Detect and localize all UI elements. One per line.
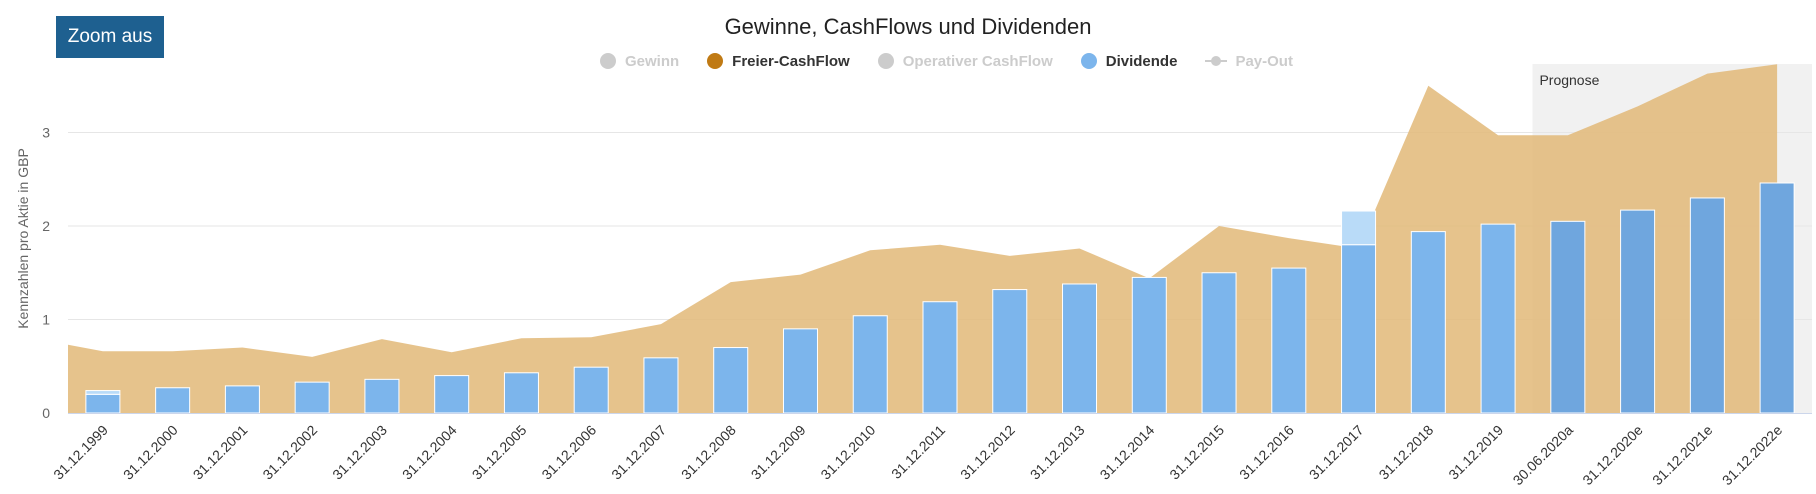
x-tick-label: 31.12.2022e (1719, 422, 1786, 489)
bar-dividende[interactable] (503, 372, 539, 414)
x-tick-label: 31.12.2009 (748, 422, 809, 483)
bar-dividende[interactable] (713, 347, 749, 414)
bar-dividende[interactable] (1271, 267, 1307, 414)
legend-label: Gewinn (625, 52, 680, 70)
y-tick-label: 2 (42, 218, 50, 234)
bar-dividende[interactable] (1410, 231, 1446, 414)
legend-item-dividende[interactable]: Dividende (1080, 52, 1178, 70)
bar-dividende[interactable] (1689, 197, 1725, 414)
y-axis-label: Kennzahlen pro Aktie in GBP (15, 148, 31, 329)
x-tick-label: 31.12.1999 (50, 422, 111, 483)
legend-label: Pay-Out (1235, 52, 1293, 70)
x-tick-label: 31.12.2019 (1445, 422, 1506, 483)
bar-dividende[interactable] (573, 366, 609, 414)
x-tick-label: 31.12.2018 (1376, 422, 1437, 483)
bar-dividende[interactable] (852, 315, 888, 414)
bar-dividende[interactable] (1062, 283, 1098, 414)
x-tick-label: 31.12.2001 (190, 422, 251, 483)
x-tick-label: 31.12.2013 (1027, 422, 1088, 483)
bar-dividende[interactable] (1759, 182, 1795, 414)
x-tick-label: 31.12.2004 (399, 422, 460, 483)
legend-label: Dividende (1105, 52, 1178, 70)
bar-dividende[interactable] (782, 328, 818, 414)
bar-dividende[interactable] (1131, 276, 1167, 414)
bar-dividende[interactable] (1550, 220, 1586, 414)
chart-title: Gewinne, CashFlows und Dividenden (724, 14, 1092, 39)
x-tick-label: 31.12.2002 (259, 422, 320, 483)
bar-dividende[interactable] (294, 381, 330, 414)
x-tick-label: 31.12.2010 (817, 422, 878, 483)
y-tick-label: 1 (42, 312, 50, 328)
legend-dot-marker-icon (1080, 53, 1097, 69)
x-tick-label: 31.12.2007 (608, 422, 669, 483)
x-tick-label: 31.12.2015 (1166, 422, 1227, 483)
legend-dot-marker-icon (707, 53, 724, 69)
x-tick-label: 31.12.2020e (1579, 422, 1646, 489)
bar-dividende[interactable] (155, 387, 191, 414)
bar-dividende[interactable] (922, 301, 958, 414)
bar-dividende[interactable] (434, 375, 470, 414)
bar-dividende-extra[interactable] (85, 390, 121, 395)
x-tick-label: 31.12.2000 (120, 422, 181, 483)
bar-dividende[interactable] (1201, 272, 1237, 414)
x-tick-label: 31.12.2021e (1649, 422, 1716, 489)
chart-legend: Gewinn Freier-CashFlow Operativer CashFlow… (600, 50, 1321, 72)
legend-dot-marker-icon (600, 53, 616, 69)
bar-dividende-extra[interactable] (1341, 210, 1377, 246)
bar-dividende[interactable] (992, 289, 1028, 414)
legend-line-marker-icon (1205, 53, 1228, 69)
y-tick-label: 0 (42, 405, 50, 421)
bar-dividende[interactable] (643, 357, 679, 414)
x-tick-label: 30.06.2020a (1510, 422, 1577, 489)
legend-item-pay-out[interactable]: Pay-Out (1205, 53, 1293, 70)
bar-dividende[interactable] (1620, 209, 1656, 414)
x-tick-label: 31.12.2014 (1097, 422, 1158, 483)
forecast-label: Prognose (1539, 72, 1599, 88)
x-tick-label: 31.12.2006 (538, 422, 599, 483)
bar-dividende[interactable] (224, 385, 260, 414)
bar-dividende[interactable] (85, 393, 121, 414)
bar-dividende[interactable] (1341, 244, 1377, 414)
zoom-out-button[interactable]: Zoom aus (56, 16, 164, 58)
legend-dot-marker-icon (877, 53, 894, 69)
x-tick-label: 31.12.2005 (469, 422, 530, 483)
bar-dividende[interactable] (1480, 223, 1516, 414)
x-tick-label: 31.12.2008 (678, 422, 739, 483)
x-tick-label: 31.12.2016 (1236, 422, 1297, 483)
x-tick-label: 31.12.2003 (329, 422, 390, 483)
x-tick-label: 31.12.2017 (1306, 422, 1367, 483)
x-tick-label: 31.12.2011 (888, 422, 948, 482)
bar-dividende[interactable] (364, 378, 400, 414)
legend-item-freier-cashflow[interactable]: Freier-CashFlow (707, 53, 850, 70)
legend-item-gewinn[interactable]: Gewinn (600, 53, 679, 70)
legend-label: Freier-CashFlow (732, 52, 850, 70)
legend-item-operativer-cashflow[interactable]: Operativer CashFlow (877, 52, 1053, 70)
x-tick-label: 31.12.2012 (957, 422, 1018, 483)
y-tick-label: 3 (42, 125, 50, 141)
legend-label: Operativer CashFlow (902, 52, 1053, 70)
